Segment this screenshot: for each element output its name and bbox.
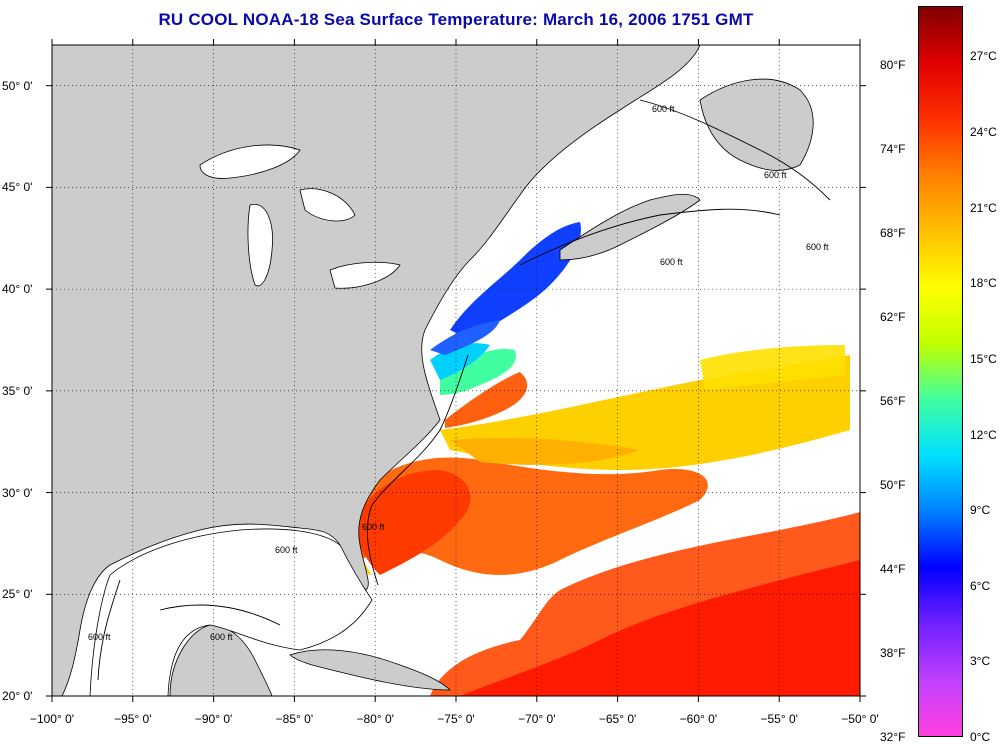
lon-label: −100° 0' [29, 712, 75, 726]
contour-labels: 600 ft 600 ft 600 ft 600 ft 600 ft 600 f… [88, 104, 829, 642]
sst-yellow-orange-band [450, 438, 640, 465]
celsius-label: 18°C [970, 276, 997, 291]
svg-text:600 ft: 600 ft [764, 170, 787, 180]
graticule [52, 45, 860, 696]
fahrenheit-label: 44°F [880, 561, 906, 576]
fahrenheit-label: 74°F [880, 141, 906, 156]
svg-text:600 ft: 600 ft [652, 104, 675, 114]
lon-label: −55° 0' [760, 712, 798, 726]
sst-gulfstream-red [355, 470, 471, 575]
svg-text:600 ft: 600 ft [806, 242, 829, 252]
celsius-label: 6°C [970, 578, 991, 593]
sst-shelf-blue [430, 320, 500, 355]
lat-label: 45° 0' [2, 180, 33, 195]
temperature-colorbar [918, 6, 963, 737]
lat-label: 25° 0' [2, 587, 33, 602]
celsius-label: 15°C [970, 351, 997, 366]
gulf-of-mexico [89, 528, 373, 696]
svg-text:600 ft: 600 ft [88, 632, 111, 642]
nova-scotia [559, 193, 701, 261]
lat-label: 50° 0' [2, 78, 33, 93]
lon-label: −95° 0' [114, 712, 152, 726]
fahrenheit-label: 50°F [880, 477, 906, 492]
sst-patches [346, 222, 860, 696]
svg-text:600 ft: 600 ft [210, 632, 233, 642]
celsius-label: 24°C [970, 125, 997, 140]
lake-michigan [247, 203, 273, 287]
fahrenheit-label: 32°F [880, 730, 906, 744]
lake-huron [299, 188, 356, 222]
lon-label: −70° 0' [518, 712, 556, 726]
lat-label: 20° 0' [2, 689, 33, 703]
celsius-label: 27°C [970, 49, 997, 64]
svg-text:600 ft: 600 ft [362, 522, 385, 532]
map-ticks [46, 39, 866, 702]
sst-slope-orange [445, 372, 528, 428]
celsius-label: 3°C [970, 654, 991, 669]
map-title: RU COOL NOAA-18 Sea Surface Temperature:… [158, 10, 754, 29]
celsius-label: 0°C [970, 730, 991, 744]
sst-eastern-yellow [700, 345, 845, 390]
lake-superior [199, 144, 301, 179]
fahrenheit-label: 62°F [880, 309, 906, 324]
lat-label: 30° 0' [2, 485, 33, 500]
lon-label: −65° 0' [598, 712, 637, 726]
svg-text:600 ft: 600 ft [660, 257, 683, 267]
fahrenheit-label: 68°F [880, 225, 906, 240]
lon-label: −80° 0' [356, 712, 394, 726]
north-america-landmass [52, 45, 701, 696]
lon-label: −60° 0' [679, 712, 718, 726]
land [52, 45, 814, 696]
lat-label: 40° 0' [2, 282, 33, 297]
fahrenheit-label: 38°F [880, 645, 906, 660]
celsius-label: 21°C [970, 200, 997, 215]
svg-text:600 ft: 600 ft [275, 545, 298, 555]
lon-label: −50° 0' [841, 712, 879, 726]
great-lakes [199, 144, 401, 289]
lon-label: −90° 0' [194, 712, 233, 726]
celsius-label: 9°C [970, 503, 991, 518]
lon-label: −85° 0' [275, 712, 314, 726]
cuba [289, 649, 451, 691]
lake-ontario [329, 261, 401, 289]
fahrenheit-label: 80°F [880, 57, 906, 72]
celsius-label: 12°C [970, 427, 997, 442]
600ft-contours [97, 99, 831, 681]
fahrenheit-label: 56°F [880, 393, 906, 408]
lon-label: −75° 0' [437, 712, 475, 726]
yucatan [169, 624, 273, 696]
newfoundland [699, 78, 814, 171]
lat-label: 35° 0' [2, 383, 33, 398]
